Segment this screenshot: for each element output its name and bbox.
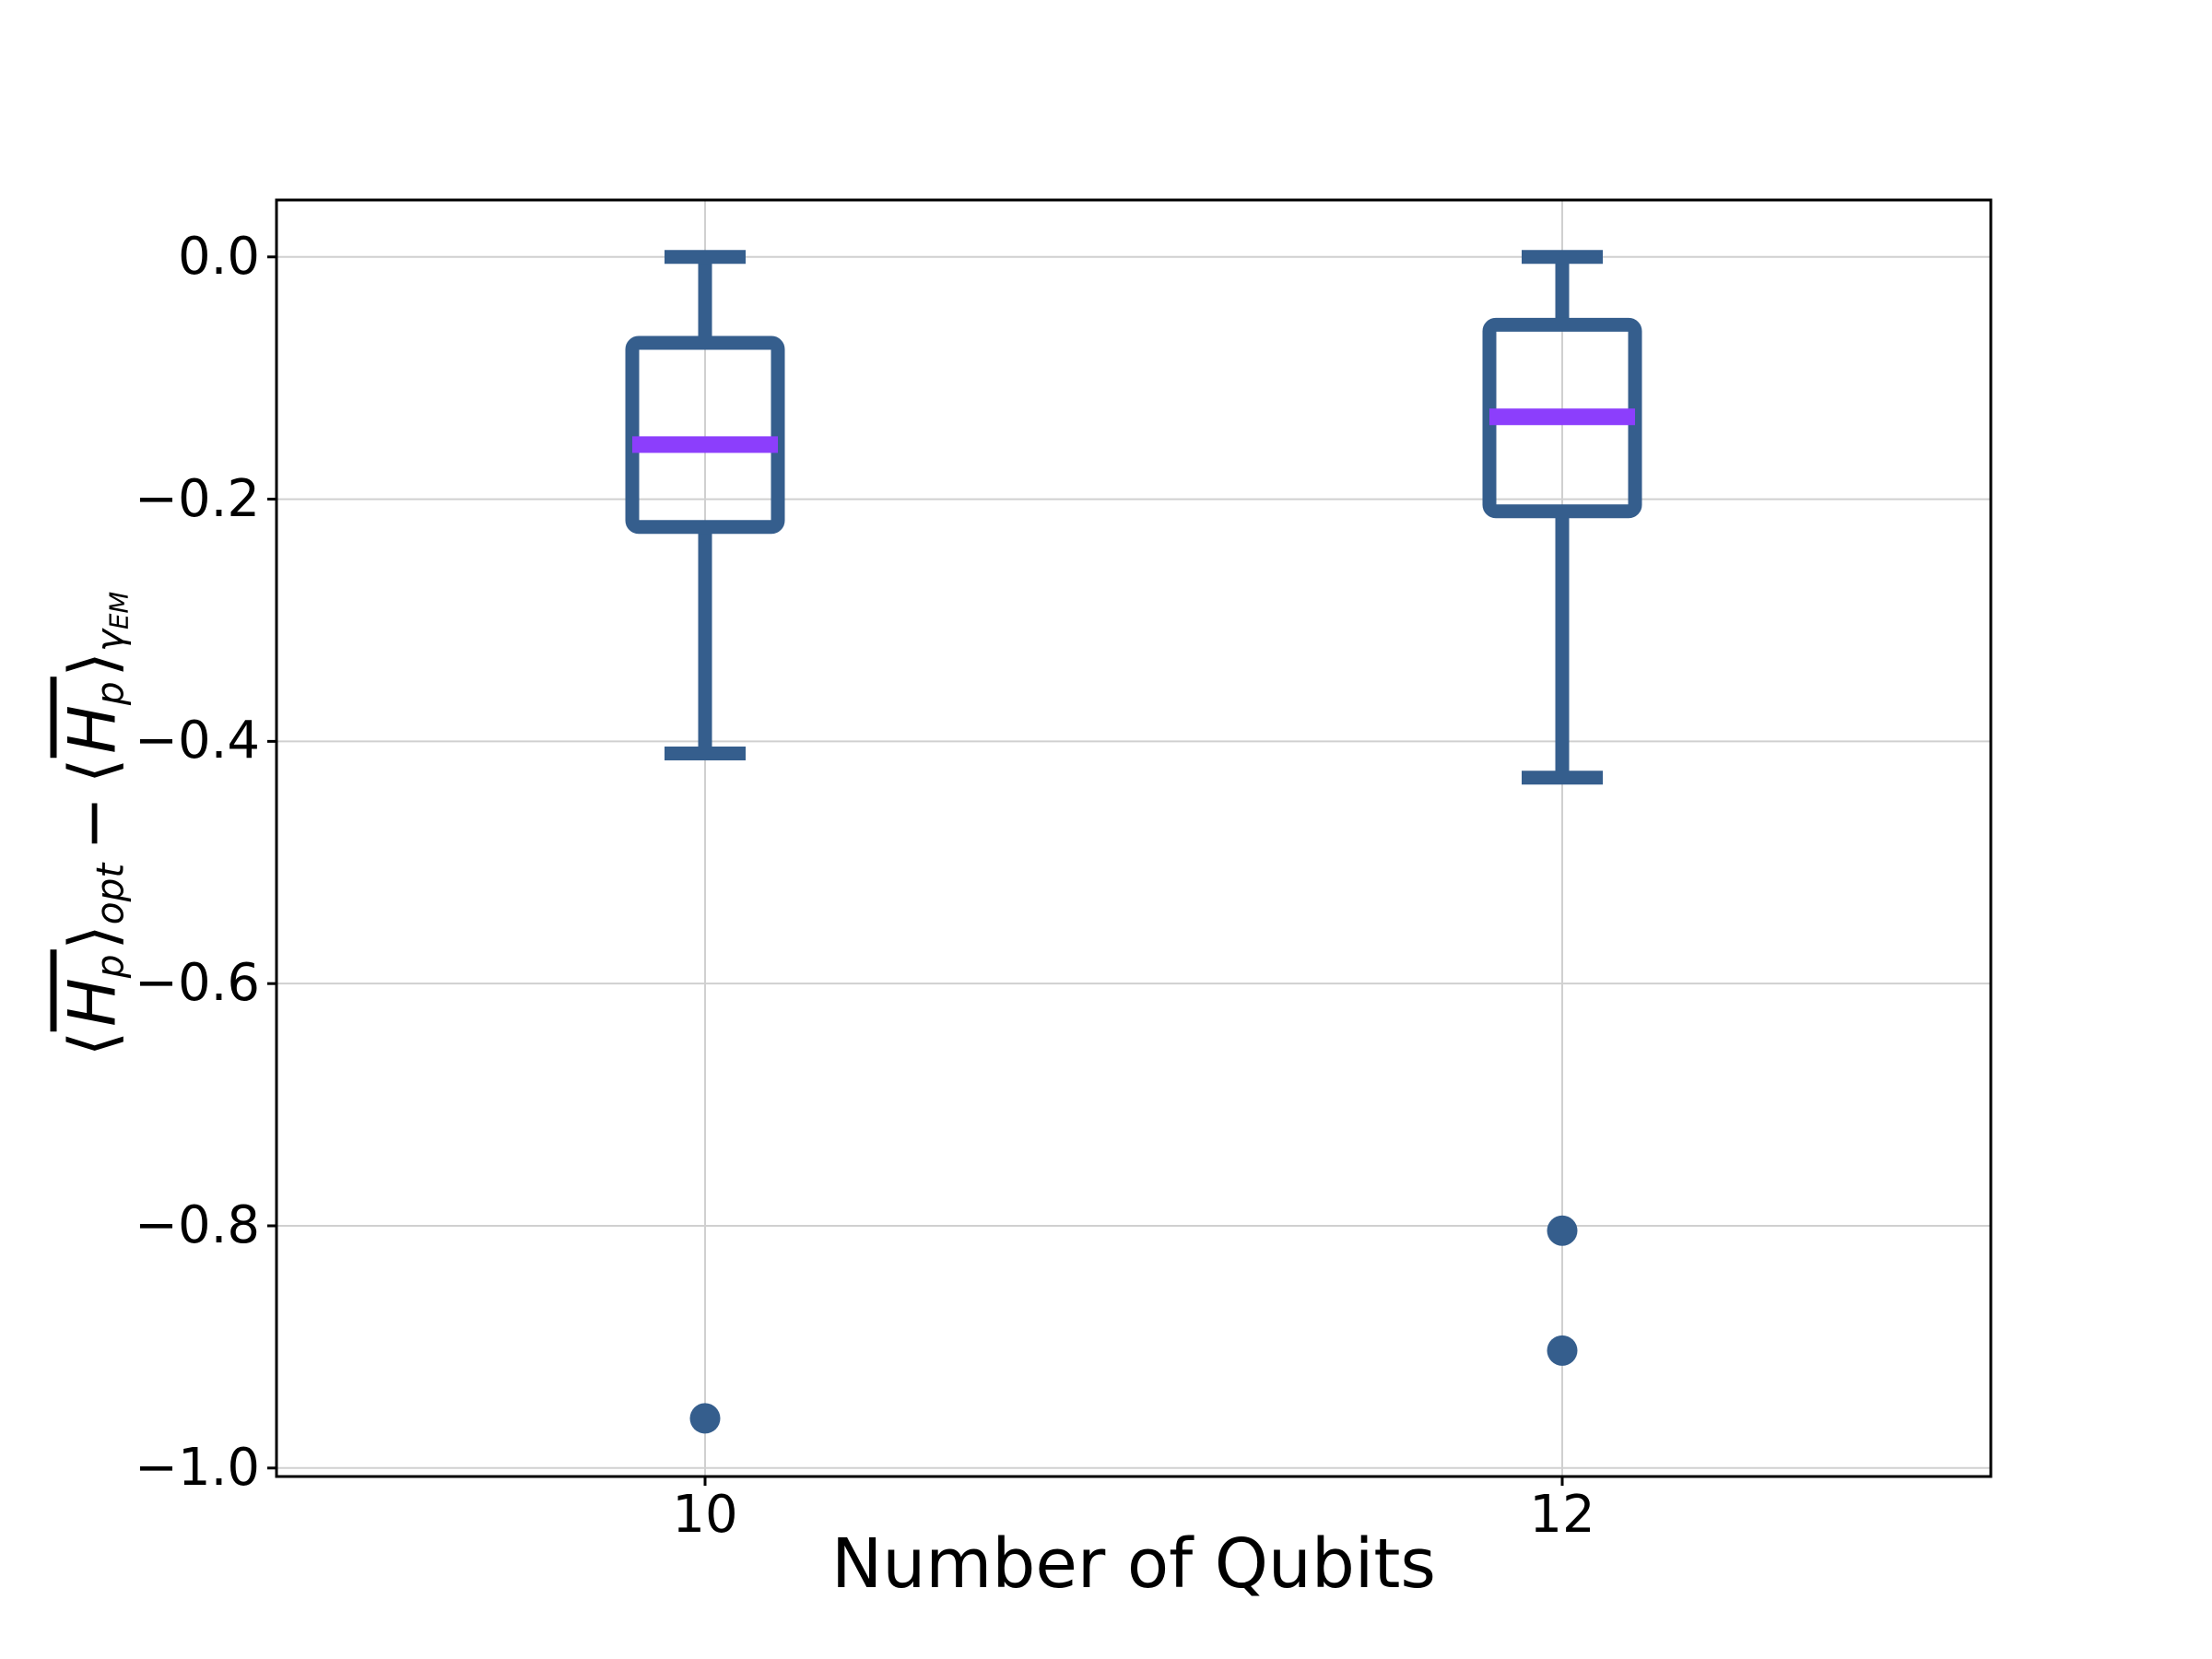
gamma-EM-subscript: γEM	[88, 591, 135, 653]
outlier-dot	[1547, 1335, 1578, 1366]
y-tick-label: 0.0	[177, 226, 260, 287]
outlier-dot	[689, 1403, 721, 1434]
left-angle-bracket: ⟨	[54, 758, 131, 784]
y-tick-label: −0.4	[135, 711, 260, 771]
x-tick-label: 10	[672, 1485, 738, 1545]
right-angle-bracket: ⟩	[54, 652, 131, 677]
y-tick-label: −0.6	[135, 953, 260, 1014]
y-tick-label: −0.2	[135, 468, 260, 529]
y-axis-label: ⟨Hp⟩opt−⟨Hp⟩γEM	[50, 592, 134, 1056]
plot-border	[275, 198, 1993, 1478]
x-axis-label: Number of Qubits	[831, 1524, 1436, 1604]
right-angle-bracket: ⟩	[54, 924, 131, 950]
outlier-dot	[1547, 1215, 1578, 1246]
minus-sign: −	[54, 796, 131, 851]
overline-Hp: Hp	[50, 949, 132, 1031]
y-tick-label: −0.8	[135, 1194, 260, 1255]
overline-Hp: Hp	[50, 677, 132, 759]
box-iqr	[625, 335, 785, 535]
y-tick-label: −1.0	[135, 1437, 260, 1498]
left-angle-bracket: ⟨	[54, 1030, 131, 1057]
x-tick-label: 12	[1529, 1485, 1595, 1545]
